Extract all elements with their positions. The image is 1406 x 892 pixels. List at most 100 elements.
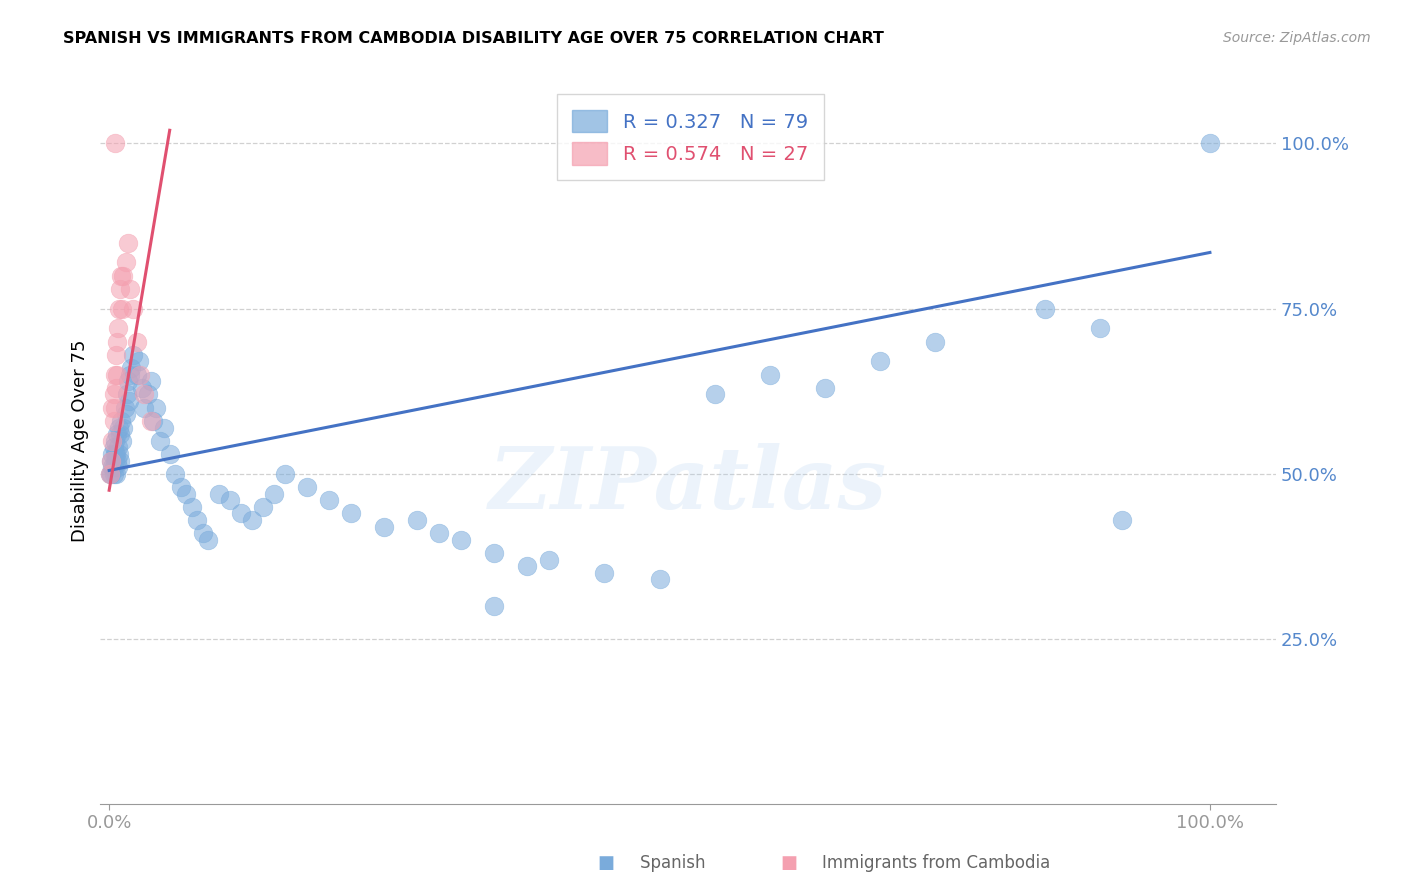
Point (180, 500, 202, 514)
Point (120, 368, 142, 382)
Point (1111, 513, 1133, 527)
Point (120, 361, 142, 376)
Point (1033, 301, 1056, 316)
Point (104, 467, 127, 481)
Point (516, 559, 538, 574)
Point (159, 447, 181, 461)
Point (108, 447, 131, 461)
Point (105, 368, 128, 382)
Text: ■: ■ (598, 855, 614, 872)
Point (111, 434, 134, 448)
Point (98, 467, 121, 481)
Point (107, 440, 129, 454)
Text: ■: ■ (780, 855, 797, 872)
Point (105, 453, 128, 467)
Point (170, 480, 193, 494)
Point (104, 453, 127, 467)
Point (104, 381, 127, 395)
Point (103, 440, 125, 454)
Point (538, 552, 561, 566)
Point (406, 513, 429, 527)
Point (122, 301, 145, 316)
Point (117, 235, 139, 250)
Point (108, 282, 131, 296)
Point (139, 414, 162, 428)
Point (103, 467, 125, 481)
Point (263, 486, 285, 500)
Y-axis label: Disability Age Over 75: Disability Age Over 75 (72, 340, 89, 542)
Point (165, 467, 187, 481)
Point (758, 368, 780, 382)
Point (1199, 136, 1222, 151)
Point (112, 268, 135, 283)
Point (117, 374, 139, 388)
Point (101, 434, 124, 448)
Point (108, 453, 131, 467)
Point (484, 546, 506, 560)
Point (125, 368, 148, 382)
Point (103, 460, 125, 475)
Point (231, 507, 253, 521)
Point (593, 566, 616, 580)
Legend: R = 0.327   N = 79, R = 0.574   N = 27: R = 0.327 N = 79, R = 0.574 N = 27 (557, 95, 824, 180)
Point (869, 354, 891, 368)
Point (429, 526, 451, 541)
Point (104, 434, 127, 448)
Point (274, 467, 297, 481)
Point (110, 414, 132, 428)
Point (115, 387, 138, 401)
Point (98, 467, 121, 481)
Point (108, 427, 131, 442)
Point (174, 486, 197, 500)
Point (111, 301, 134, 316)
Point (318, 493, 340, 508)
Point (648, 573, 671, 587)
Point (208, 486, 231, 500)
Point (101, 401, 124, 415)
Point (101, 447, 124, 461)
Point (103, 387, 125, 401)
Point (134, 401, 156, 415)
Point (104, 368, 127, 382)
Point (149, 434, 172, 448)
Point (104, 401, 127, 415)
Point (107, 321, 129, 335)
Point (125, 334, 148, 349)
Text: ZIPatlas: ZIPatlas (489, 442, 887, 526)
Point (118, 394, 141, 409)
Point (134, 387, 156, 401)
Point (103, 414, 125, 428)
Point (191, 526, 214, 541)
Point (131, 381, 153, 395)
Point (104, 447, 127, 461)
Point (139, 374, 162, 388)
Point (136, 387, 159, 401)
Point (340, 507, 363, 521)
Point (114, 401, 136, 415)
Point (484, 599, 506, 613)
Point (105, 427, 128, 442)
Point (120, 282, 142, 296)
Point (107, 460, 129, 475)
Point (122, 348, 145, 362)
Point (105, 334, 128, 349)
Point (112, 420, 135, 434)
Point (924, 334, 946, 349)
Point (703, 387, 725, 401)
Point (114, 255, 136, 269)
Point (373, 519, 395, 533)
Point (101, 460, 124, 475)
Text: Immigrants from Cambodia: Immigrants from Cambodia (801, 855, 1050, 872)
Point (110, 268, 132, 283)
Point (104, 447, 127, 461)
Point (100, 453, 122, 467)
Point (114, 407, 136, 421)
Text: Spanish: Spanish (619, 855, 706, 872)
Point (219, 493, 242, 508)
Point (100, 453, 122, 467)
Point (814, 381, 837, 395)
Text: Source: ZipAtlas.com: Source: ZipAtlas.com (1223, 31, 1371, 45)
Point (129, 368, 152, 382)
Point (128, 354, 150, 368)
Point (142, 414, 165, 428)
